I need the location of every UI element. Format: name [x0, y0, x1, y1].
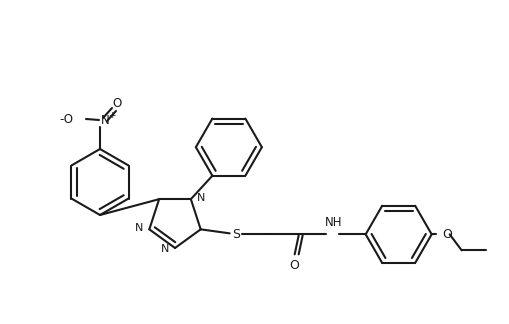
Text: N: N [196, 193, 205, 203]
Text: -O: -O [59, 112, 73, 125]
Text: +: + [108, 110, 115, 120]
Text: NH: NH [324, 216, 342, 229]
Text: O: O [289, 259, 299, 272]
Text: O: O [442, 228, 451, 241]
Text: N: N [135, 223, 143, 233]
Text: N: N [160, 244, 168, 254]
Text: O: O [112, 97, 121, 110]
Text: N: N [101, 113, 109, 126]
Text: S: S [231, 228, 239, 241]
